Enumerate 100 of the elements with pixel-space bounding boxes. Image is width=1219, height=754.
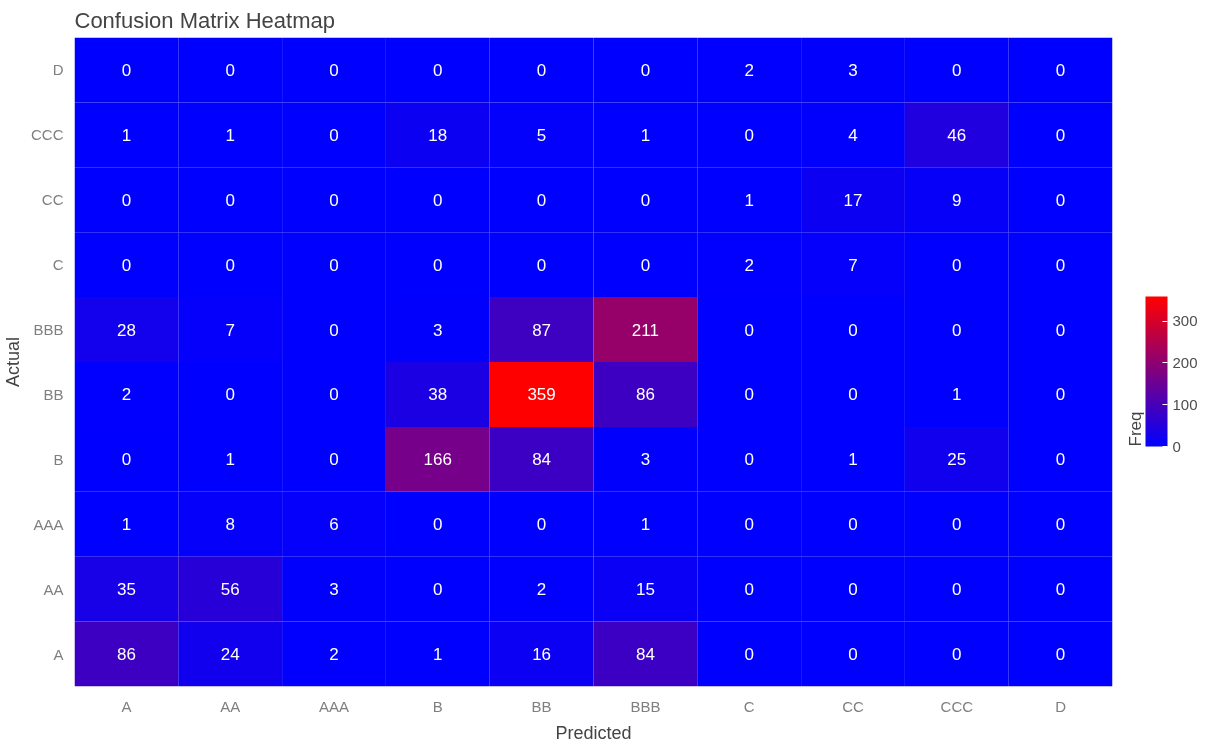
data-label: 0 — [433, 255, 443, 275]
data-label: 0 — [640, 255, 651, 275]
data-label: 0 — [640, 60, 651, 80]
y-axis-title: Actual — [3, 336, 23, 388]
y-tick-label: B — [53, 450, 64, 468]
y-tick-label: AA — [43, 580, 64, 598]
data-label: 0 — [1055, 60, 1066, 80]
data-label: 1 — [744, 190, 754, 210]
data-label: 0 — [848, 580, 858, 600]
data-label: 0 — [121, 450, 132, 470]
data-label: 1 — [433, 645, 443, 665]
data-label: 0 — [536, 190, 547, 210]
data-label: 0 — [1055, 125, 1066, 145]
data-label: 87 — [532, 320, 552, 340]
data-label: 0 — [744, 515, 754, 535]
data-label: 2 — [121, 385, 132, 405]
data-label: 0 — [329, 255, 339, 275]
x-tick-label: AAA — [318, 697, 350, 715]
data-label: 0 — [952, 515, 962, 535]
data-label: 0 — [640, 190, 651, 210]
x-axis-title: Predicted — [555, 722, 632, 743]
data-label: 0 — [744, 645, 754, 665]
data-label: 0 — [433, 515, 443, 535]
data-label: 0 — [225, 60, 235, 80]
color-bar-label: 200 — [1172, 353, 1198, 371]
data-label: 0 — [1055, 580, 1066, 600]
data-label: 2 — [329, 645, 339, 665]
data-label: 0 — [952, 320, 962, 340]
data-label: 1 — [952, 385, 962, 405]
data-label: 0 — [848, 515, 858, 535]
y-tick-label: CC — [41, 191, 64, 209]
y-tick-label: D — [52, 61, 64, 79]
data-label: 0 — [225, 255, 235, 275]
data-label: 0 — [848, 645, 858, 665]
data-label: 0 — [536, 255, 547, 275]
data-label: 1 — [121, 125, 132, 145]
data-label: 1 — [121, 515, 132, 535]
data-label: 0 — [952, 60, 962, 80]
data-label: 0 — [225, 190, 235, 210]
data-label: 25 — [947, 450, 967, 470]
data-label: 0 — [744, 450, 754, 470]
data-label: 0 — [952, 645, 962, 665]
color-bar-label: 100 — [1172, 395, 1198, 413]
data-label: 3 — [433, 320, 443, 340]
data-label: 7 — [848, 255, 858, 275]
data-label: 0 — [329, 190, 339, 210]
data-label: 18 — [428, 125, 448, 145]
data-label: 56 — [220, 580, 240, 600]
y-tick-label: BB — [43, 385, 64, 403]
data-label: 86 — [635, 385, 655, 405]
data-label: 0 — [952, 255, 962, 275]
data-label: 0 — [744, 320, 754, 340]
x-tick-label: A — [121, 697, 132, 715]
data-label: 0 — [1055, 190, 1066, 210]
data-label: 1 — [848, 450, 858, 470]
data-label: 0 — [121, 255, 132, 275]
data-label: 0 — [433, 60, 443, 80]
data-label: 6 — [329, 515, 339, 535]
data-label: 15 — [635, 580, 655, 600]
data-label: 1 — [225, 450, 235, 470]
data-label: 3 — [848, 60, 858, 80]
x-tick-label: BB — [531, 697, 552, 715]
x-tick-label: AA — [220, 697, 241, 715]
data-label: 35 — [116, 580, 136, 600]
data-label: 3 — [329, 580, 339, 600]
data-label: 0 — [1055, 645, 1066, 665]
data-label: 0 — [1055, 450, 1066, 470]
data-label: 0 — [848, 320, 858, 340]
data-label: 9 — [952, 190, 962, 210]
data-label: 0 — [225, 385, 235, 405]
data-label: 86 — [116, 645, 136, 665]
data-label: 7 — [225, 320, 235, 340]
data-label: 1 — [640, 515, 651, 535]
data-label: 46 — [947, 125, 967, 145]
data-label: 3 — [640, 450, 651, 470]
color-bar-label: 300 — [1172, 312, 1198, 330]
x-tick-label: C — [743, 697, 755, 715]
data-label: 0 — [952, 580, 962, 600]
data-label: 0 — [433, 580, 443, 600]
data-label: 0 — [329, 60, 339, 80]
data-label: 17 — [843, 190, 863, 210]
x-tick-label: B — [432, 697, 443, 715]
data-label: 16 — [532, 645, 552, 665]
data-label: 28 — [116, 320, 136, 340]
x-tick-label: CCC — [940, 697, 974, 715]
data-label: 0 — [536, 515, 547, 535]
data-label: 0 — [121, 60, 132, 80]
data-label: 0 — [744, 580, 754, 600]
color-bar-label: 0 — [1172, 437, 1181, 455]
data-label: 0 — [329, 385, 339, 405]
y-tick-label: CCC — [31, 126, 64, 144]
data-label: 2 — [744, 60, 754, 80]
data-label: 84 — [532, 450, 552, 470]
data-label: 38 — [428, 385, 448, 405]
data-label: 0 — [329, 320, 339, 340]
data-label: 8 — [225, 515, 235, 535]
data-label: 359 — [527, 385, 556, 405]
x-tick-label: CC — [842, 697, 864, 715]
data-label: 0 — [744, 125, 754, 145]
x-tick-label: D — [1055, 697, 1067, 715]
